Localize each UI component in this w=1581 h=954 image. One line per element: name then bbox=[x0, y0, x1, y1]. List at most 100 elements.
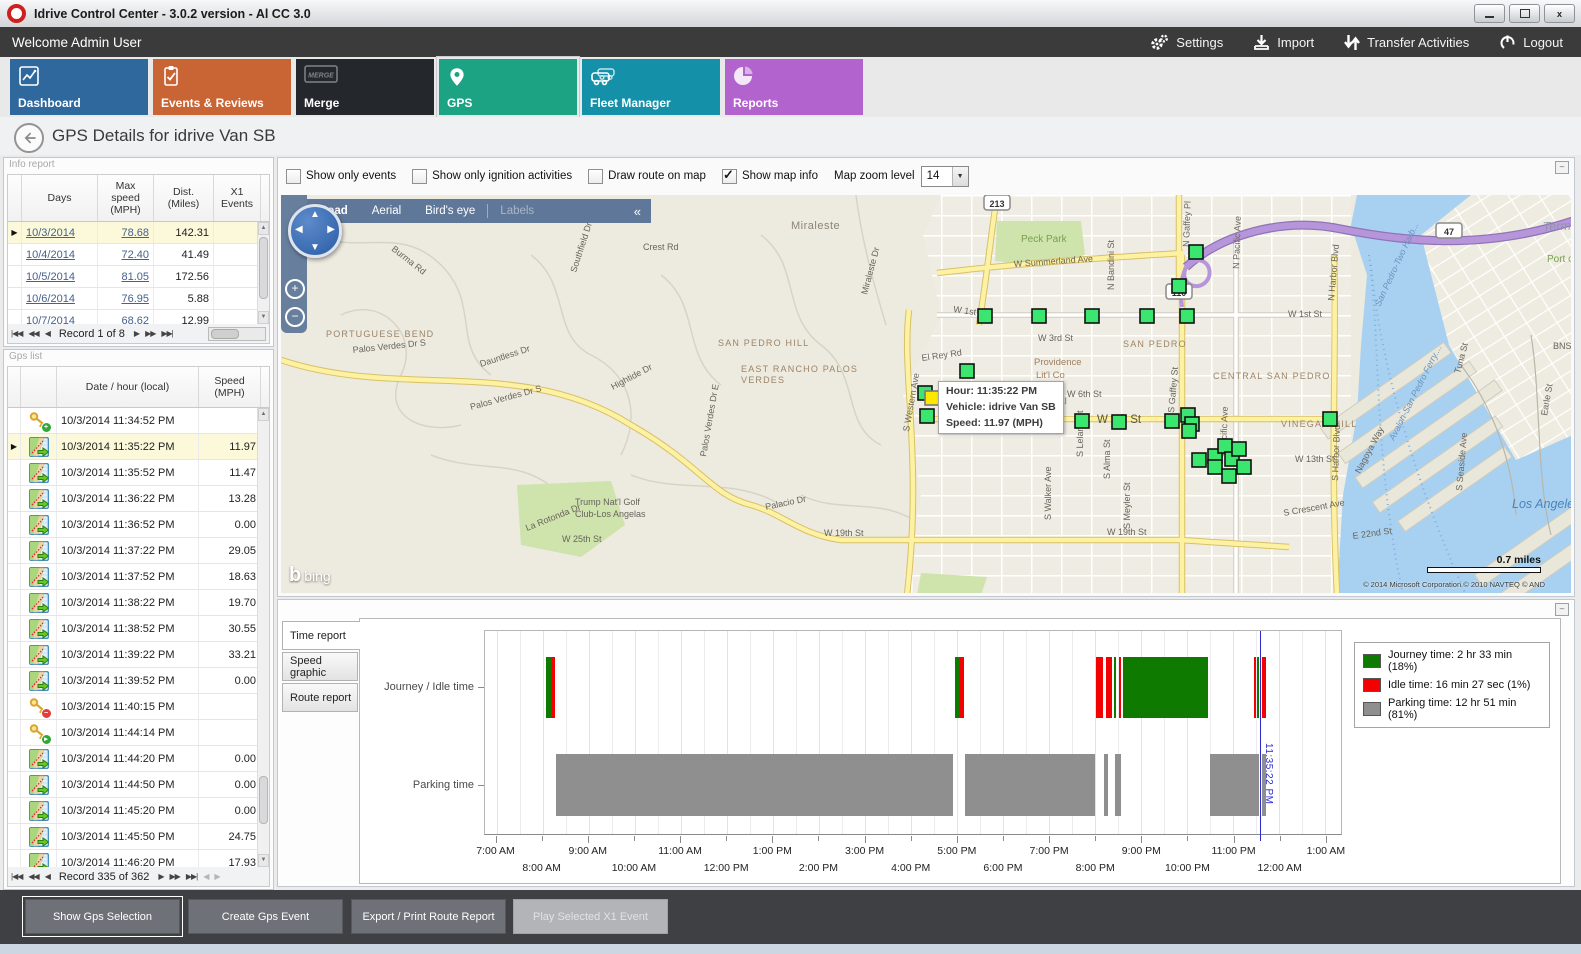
gps-marker[interactable] bbox=[1179, 308, 1195, 324]
map-view-tab-aerial[interactable]: Aerial bbox=[371, 205, 402, 217]
export-print-route-report-button[interactable]: Export / Print Route Report bbox=[351, 899, 506, 934]
info-report-row[interactable]: 10/4/2014 72.40 41.49 bbox=[8, 244, 269, 266]
scroll-down-icon[interactable]: ▼ bbox=[258, 311, 269, 324]
maximize-button[interactable] bbox=[1509, 4, 1540, 23]
gps-marker[interactable] bbox=[1221, 468, 1237, 484]
day-link[interactable]: 10/4/2014 bbox=[22, 244, 98, 265]
gps-marker[interactable] bbox=[1164, 413, 1180, 429]
map-view-tab-birdseye[interactable]: Bird's eye bbox=[425, 205, 476, 217]
pager-next-icon[interactable]: ▶ bbox=[133, 329, 140, 338]
pager-prev-icon[interactable]: ◀ bbox=[44, 329, 51, 338]
map-bar-collapse-icon[interactable]: « bbox=[633, 203, 641, 219]
map-panel-collapse-icon[interactable]: – bbox=[1555, 161, 1569, 174]
column-header[interactable]: Max speed (MPH) bbox=[98, 175, 154, 221]
map-zoom-level-select[interactable]: 14 ▼ bbox=[920, 165, 969, 187]
gps-list-row[interactable]: −10/3/2014 11:40:15 PM bbox=[8, 694, 269, 720]
selected-gps-marker[interactable] bbox=[924, 390, 940, 406]
gps-marker[interactable] bbox=[959, 363, 975, 379]
info-report-row[interactable]: 10/5/2014 81.05 172.56 bbox=[8, 266, 269, 288]
minimize-button[interactable] bbox=[1474, 4, 1505, 23]
gps-marker[interactable] bbox=[1074, 413, 1090, 429]
scroll-down-icon[interactable]: ▼ bbox=[258, 854, 269, 867]
gps-list-row[interactable]: 10/3/2014 11:35:52 PM 11.47 bbox=[8, 460, 269, 486]
gps-list-row[interactable]: ▸ 10/3/2014 11:44:14 PM bbox=[8, 720, 269, 746]
column-header[interactable]: X1 Events bbox=[214, 175, 261, 221]
pager-last-icon[interactable]: ▶▶| bbox=[185, 872, 198, 881]
gps-marker[interactable] bbox=[1217, 438, 1233, 454]
chart-tab-route-report[interactable]: Route report bbox=[282, 683, 358, 712]
pager-hscroll[interactable] bbox=[208, 326, 266, 341]
gps-marker[interactable] bbox=[1322, 411, 1338, 427]
gps-marker[interactable] bbox=[1111, 414, 1127, 430]
checkbox-show-only-events[interactable]: Show only events bbox=[286, 168, 396, 184]
info-report-scrollbar[interactable]: ▲ ▼ bbox=[257, 222, 269, 324]
map-zoom-in-button[interactable]: + bbox=[285, 279, 305, 299]
gps-marker[interactable] bbox=[1188, 244, 1204, 260]
import-button[interactable]: Import bbox=[1253, 34, 1314, 51]
checkbox-show-map-info[interactable]: Show map info bbox=[721, 167, 818, 184]
day-link[interactable]: 10/3/2014 bbox=[22, 222, 98, 243]
day-link[interactable]: 10/6/2014 bbox=[22, 288, 98, 309]
pager-first-icon[interactable]: |◀◀ bbox=[11, 872, 23, 881]
gps-marker[interactable] bbox=[1207, 459, 1223, 475]
gps-marker[interactable] bbox=[1181, 423, 1197, 439]
pager-fastfwd-icon[interactable]: ▶▶ bbox=[169, 872, 181, 881]
max-speed-link[interactable]: 78.68 bbox=[98, 222, 154, 243]
scroll-up-icon[interactable]: ▲ bbox=[258, 222, 269, 235]
gps-list-row[interactable]: 10/3/2014 11:44:50 PM 0.00 bbox=[8, 772, 269, 798]
column-header[interactable]: Date / hour (local) bbox=[57, 367, 199, 407]
tab-gps[interactable]: GPS bbox=[436, 56, 580, 118]
chart-panel-collapse-icon[interactable]: – bbox=[1555, 603, 1569, 616]
gps-marker[interactable] bbox=[1084, 308, 1100, 324]
unchecked-checkbox-icon[interactable] bbox=[588, 168, 604, 184]
tab-fleet[interactable]: Fleet Manager bbox=[582, 59, 720, 115]
tab-reports[interactable]: Reports bbox=[725, 59, 863, 115]
create-gps-event-button[interactable]: Create Gps Event bbox=[188, 899, 343, 934]
gps-list-row[interactable]: 10/3/2014 11:45:20 PM 0.00 bbox=[8, 798, 269, 824]
gps-list-row[interactable]: ▶ 10/3/2014 11:35:22 PM 11.97 bbox=[8, 434, 269, 460]
chart-tab-speed-graphic[interactable]: Speed graphic bbox=[282, 652, 358, 681]
transfer-button[interactable]: Transfer Activities bbox=[1344, 34, 1469, 51]
pager-hscroll-left-icon[interactable]: ◀ bbox=[203, 872, 209, 881]
day-link[interactable]: 10/7/2014 bbox=[22, 310, 98, 331]
pager-first-icon[interactable]: |◀◀ bbox=[11, 329, 23, 338]
back-button[interactable] bbox=[14, 123, 44, 153]
gps-marker[interactable] bbox=[1031, 308, 1047, 324]
max-speed-link[interactable]: 72.40 bbox=[98, 244, 154, 265]
column-header[interactable]: Days bbox=[22, 175, 98, 221]
day-link[interactable]: 10/5/2014 bbox=[22, 266, 98, 287]
scroll-up-icon[interactable]: ▲ bbox=[258, 408, 269, 421]
gps-marker[interactable] bbox=[1139, 308, 1155, 324]
gps-list-row[interactable]: 10/3/2014 11:38:22 PM 19.70 bbox=[8, 590, 269, 616]
info-report-row[interactable]: ▶ 10/3/2014 78.68 142.31 bbox=[8, 222, 269, 244]
gps-list-row[interactable]: 10/3/2014 11:45:50 PM 24.75 bbox=[8, 824, 269, 850]
column-header[interactable]: Speed (MPH) bbox=[199, 367, 261, 407]
gps-list-row[interactable]: 10/3/2014 11:39:52 PM 0.00 bbox=[8, 668, 269, 694]
gps-list-row[interactable]: 10/3/2014 11:38:52 PM 30.55 bbox=[8, 616, 269, 642]
gps-marker[interactable] bbox=[919, 408, 935, 424]
gps-list-row[interactable]: 10/3/2014 11:37:22 PM 29.05 bbox=[8, 538, 269, 564]
gps-list-row[interactable]: 10/3/2014 11:36:22 PM 13.28 bbox=[8, 486, 269, 512]
pan-down-icon[interactable]: ▼ bbox=[310, 242, 320, 253]
gps-list-row[interactable]: 10/3/2014 11:36:52 PM 0.00 bbox=[8, 512, 269, 538]
checkbox-draw-route-on-map[interactable]: Draw route on map bbox=[588, 168, 706, 184]
max-speed-link[interactable]: 76.95 bbox=[98, 288, 154, 309]
gps-marker[interactable] bbox=[1236, 459, 1252, 475]
map-compass-control[interactable]: ▲ ▼ ◀ ▶ bbox=[288, 204, 342, 258]
pager-last-icon[interactable]: ▶▶| bbox=[161, 329, 173, 338]
column-header[interactable] bbox=[21, 367, 57, 407]
close-button[interactable]: x bbox=[1544, 4, 1575, 23]
gps-list-row[interactable]: 10/3/2014 11:39:22 PM 33.21 bbox=[8, 642, 269, 668]
pager-fastback-icon[interactable]: ◀◀ bbox=[28, 872, 39, 881]
gps-marker[interactable] bbox=[1171, 278, 1187, 294]
logout-button[interactable]: Logout bbox=[1499, 34, 1563, 51]
info-report-row[interactable]: 10/6/2014 76.95 5.88 bbox=[8, 288, 269, 310]
column-header[interactable]: Dist. (Miles) bbox=[154, 175, 214, 221]
map-canvas[interactable]: Burma Rd Southfield Dr Crest Rd Miraleste Mi… bbox=[281, 195, 1571, 593]
map-view-tab-labels[interactable]: Labels bbox=[500, 205, 535, 217]
gps-list-row[interactable]: 10/3/2014 11:37:52 PM 18.63 bbox=[8, 564, 269, 590]
tab-events[interactable]: Events & Reviews bbox=[153, 59, 291, 115]
column-header[interactable] bbox=[8, 367, 21, 407]
pager-fastback-icon[interactable]: ◀◀ bbox=[28, 329, 39, 338]
show-gps-selection-button[interactable]: Show Gps Selection bbox=[22, 896, 183, 937]
